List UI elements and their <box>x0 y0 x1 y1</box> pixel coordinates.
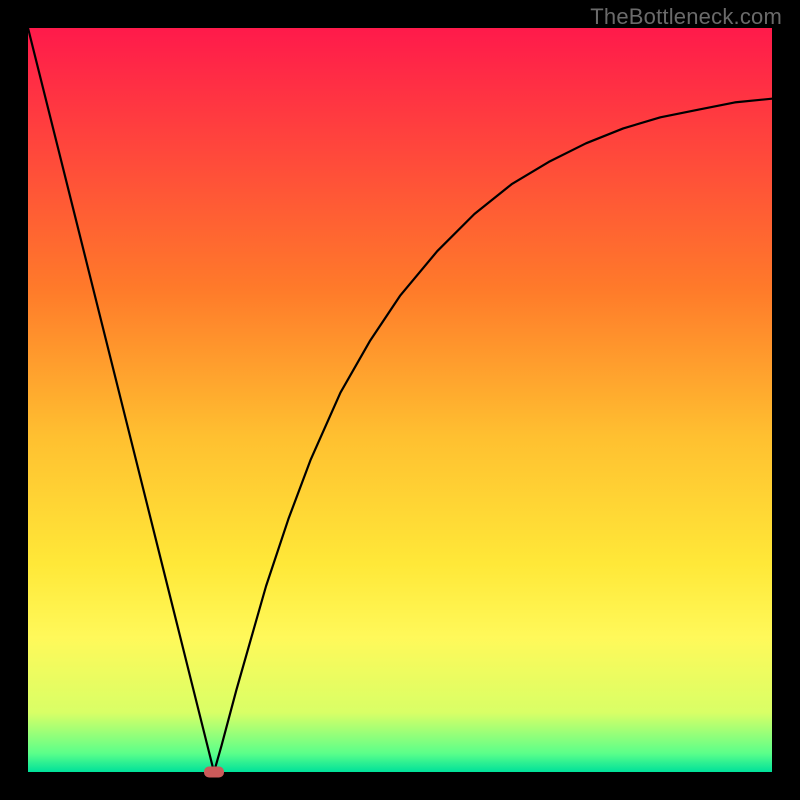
bottleneck-chart <box>0 0 800 800</box>
watermark-text: TheBottleneck.com <box>590 4 782 30</box>
plot-background <box>28 28 772 772</box>
optimal-marker <box>204 767 224 778</box>
